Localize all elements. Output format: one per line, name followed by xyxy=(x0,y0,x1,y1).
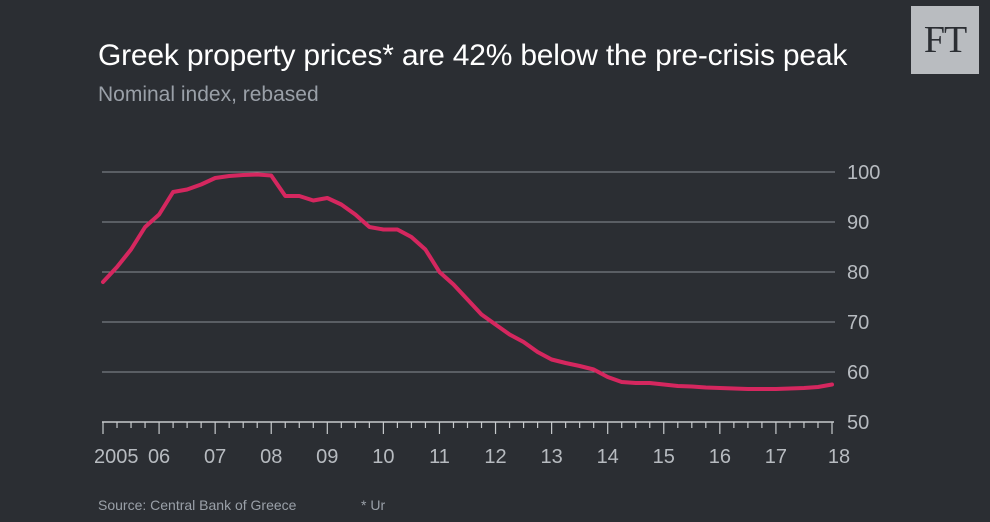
x-tick-label: 08 xyxy=(260,446,282,468)
x-tick-label: 2005 xyxy=(94,446,139,468)
chart-subtitle: Nominal index, rebased xyxy=(98,83,319,106)
x-tick-label: 10 xyxy=(372,446,394,468)
x-tick-label: 12 xyxy=(484,446,506,468)
y-tick-label: 50 xyxy=(847,412,869,434)
chart-title: Greek property prices* are 42% below the… xyxy=(98,39,848,72)
y-tick-label: 60 xyxy=(847,362,869,384)
footer: Source: Central Bank of Greece * Ur xyxy=(98,496,385,514)
x-tick-label: 18 xyxy=(828,446,850,468)
x-tick-label: 17 xyxy=(765,446,787,468)
x-tick-label: 09 xyxy=(316,446,338,468)
x-tick-label: 14 xyxy=(597,446,619,468)
y-tick-label: 70 xyxy=(847,312,869,334)
x-tick-label: 11 xyxy=(429,446,450,468)
source-note: Source: Central Bank of Greece xyxy=(98,497,297,513)
y-tick-label: 80 xyxy=(847,262,869,284)
x-tick-label: 13 xyxy=(540,446,562,468)
footnote: * Ur xyxy=(361,497,386,513)
ft-logo: FT xyxy=(911,6,979,74)
x-tick-label: 07 xyxy=(204,446,226,468)
x-tick-label: 15 xyxy=(653,446,675,468)
x-tick-label: 06 xyxy=(148,446,170,468)
y-tick-label: 90 xyxy=(847,212,869,234)
series-line-0 xyxy=(101,172,834,391)
x-tick-label: 16 xyxy=(709,446,731,468)
y-tick-label: 100 xyxy=(847,162,880,184)
